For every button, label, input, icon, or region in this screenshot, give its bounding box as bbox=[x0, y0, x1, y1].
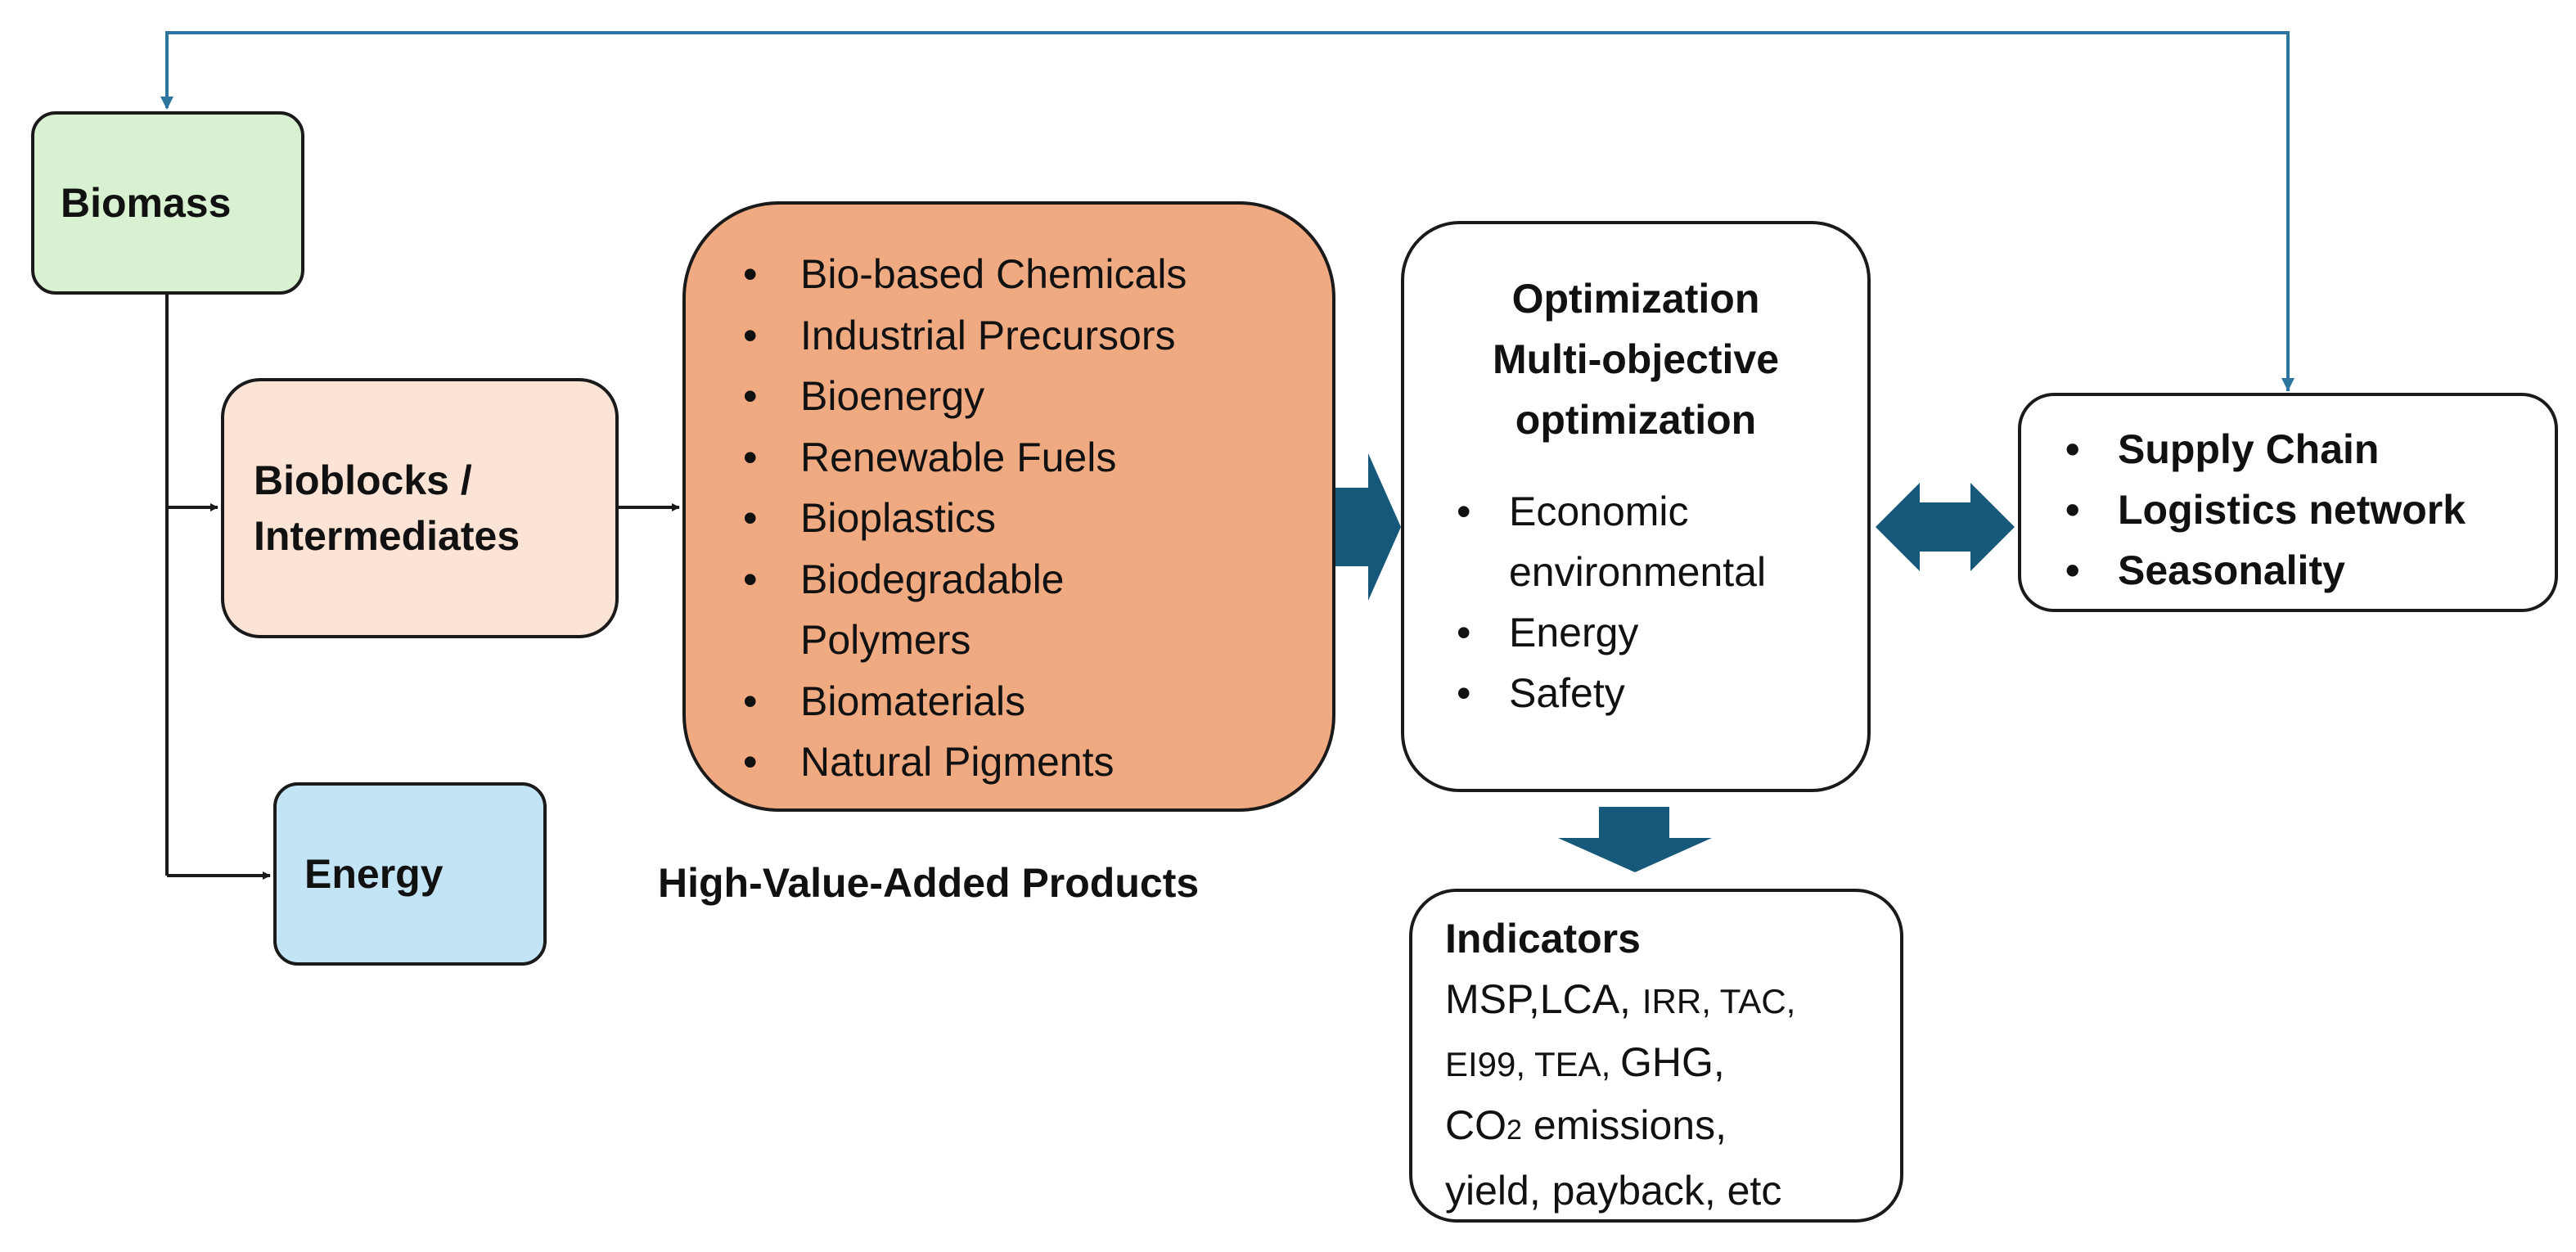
indicators-line-3: CO2 emissions, bbox=[1445, 1102, 1727, 1148]
product-item: • Biodegradable bbox=[743, 556, 1065, 602]
objective-item: • Energy bbox=[1457, 610, 1639, 655]
feedback-arrowhead-supply bbox=[2281, 378, 2295, 391]
product-item-continuation: Polymers bbox=[800, 617, 971, 663]
indicators-box: Indicators MSP,LCA, IRR, TAC, EI99, TEA,… bbox=[1409, 889, 1903, 1223]
optimization-objectives-list: • Economic environmental • Energy • Safety bbox=[1440, 481, 1851, 723]
indicators-title: Indicators bbox=[1445, 916, 1641, 962]
biomass-box: Biomass bbox=[31, 111, 304, 295]
optimization-supply-double-arrow bbox=[1876, 483, 2015, 571]
product-item: • Bioenergy bbox=[743, 373, 985, 419]
product-item: • Natural Pigments bbox=[743, 739, 1115, 785]
supply-chain-list: • Supply Chain • Logistics network • Season… bbox=[2049, 419, 2538, 601]
biomass-label: Biomass bbox=[61, 180, 232, 226]
energy-label: Energy bbox=[304, 851, 444, 897]
product-item: • Industrial Precursors bbox=[743, 312, 1176, 358]
bioblocks-label-line2: Intermediates bbox=[254, 513, 520, 559]
feedback-arrowhead-biomass bbox=[160, 97, 173, 110]
indicators-line-4: yield, payback, etc bbox=[1445, 1168, 1782, 1214]
products-box: • Bio-based Chemicals • Industrial Precurs… bbox=[682, 201, 1335, 812]
objective-item: • Safety bbox=[1457, 670, 1625, 716]
product-item: • Biomaterials bbox=[743, 678, 1026, 724]
optimization-title-line1: Optimization bbox=[1511, 276, 1760, 322]
supply-item: • Logistics network bbox=[2065, 487, 2466, 533]
supply-item: • Supply Chain bbox=[2065, 426, 2380, 472]
energy-box: Energy bbox=[273, 782, 547, 966]
products-to-optimization-arrow bbox=[1332, 453, 1401, 601]
product-item: • Renewable Fuels bbox=[743, 434, 1117, 480]
optimization-box: Optimization Multi-objective optimizatio… bbox=[1401, 221, 1871, 792]
feedback-loop-line bbox=[165, 31, 2290, 391]
product-item: • Bio-based Chemicals bbox=[743, 251, 1187, 297]
product-item: • Bioplastics bbox=[743, 495, 996, 541]
objective-item-continuation: environmental bbox=[1509, 549, 1767, 595]
bioblocks-box: Bioblocks / Intermediates bbox=[221, 378, 619, 638]
optimization-heading: Optimization Multi-objective optimizatio… bbox=[1421, 268, 1851, 450]
optimization-to-indicators-arrow bbox=[1558, 807, 1712, 872]
products-caption: High-Value-Added Products bbox=[658, 860, 1200, 906]
optimization-title-line2: Multi-objective bbox=[1492, 336, 1780, 382]
optimization-title-line3: optimization bbox=[1515, 397, 1757, 443]
indicators-line-2: EI99, TEA, GHG, bbox=[1445, 1039, 1725, 1085]
bioblocks-label-line1: Bioblocks / bbox=[254, 457, 472, 503]
indicators-line-1: MSP,LCA, IRR, TAC, bbox=[1445, 976, 1796, 1022]
supply-item: • Seasonality bbox=[2065, 547, 2345, 593]
objective-item: • Economic bbox=[1457, 489, 1689, 534]
supply-chain-box: • Supply Chain • Logistics network • Season… bbox=[2018, 393, 2558, 612]
products-list: • Bio-based Chemicals • Industrial Precurs… bbox=[727, 244, 1299, 793]
